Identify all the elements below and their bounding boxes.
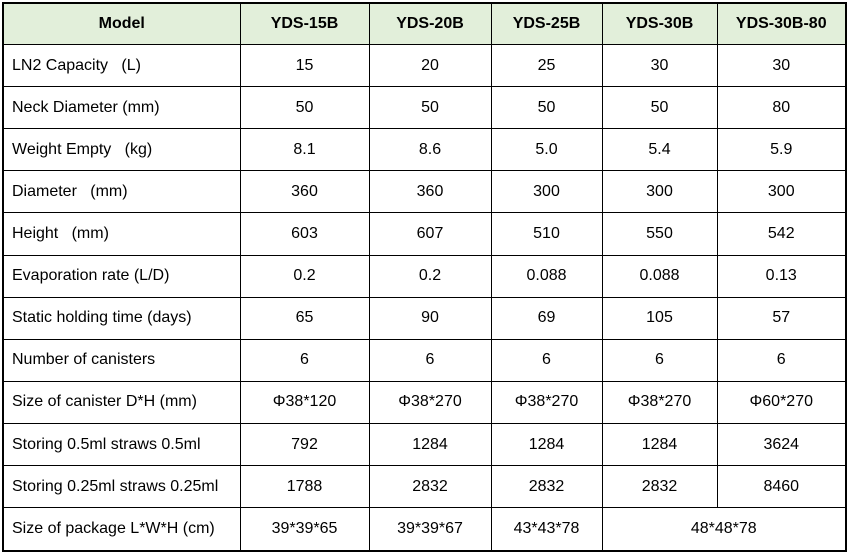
header-cell-model: Model [2, 2, 241, 45]
value-cell: 39*39*65 [239, 507, 370, 552]
value-cell: 0.2 [368, 254, 492, 298]
row-label: LN2 Capacity (L) [2, 43, 241, 88]
value-cell: 510 [490, 212, 603, 256]
table-row-size-of-package: Size of package L*W*H (cm) 39*39*65 39*3… [2, 507, 847, 552]
value-cell: 6 [601, 338, 718, 382]
value-cell: 1284 [368, 422, 492, 467]
value-cell: 300 [490, 170, 603, 214]
header-cell-yds-15b: YDS-15B [239, 2, 370, 45]
value-cell: 65 [239, 296, 370, 340]
value-cell: 43*43*78 [490, 507, 603, 552]
row-label: Storing 0.25ml straws 0.25ml [2, 465, 241, 509]
value-cell: 20 [368, 43, 492, 88]
row-label: Diameter (mm) [2, 170, 241, 214]
value-cell: Φ38*120 [239, 380, 370, 424]
value-cell: 3624 [716, 422, 847, 467]
value-cell: 0.2 [239, 254, 370, 298]
table-row-diameter: Diameter (mm) 360 360 300 300 300 [2, 170, 847, 214]
table-row-storing-025ml-straws: Storing 0.25ml straws 0.25ml 1788 2832 2… [2, 465, 847, 509]
value-cell: 5.4 [601, 128, 718, 172]
value-cell: 15 [239, 43, 370, 88]
value-cell-merged: 48*48*78 [601, 507, 847, 552]
row-label: Neck Diameter (mm) [2, 86, 241, 130]
value-cell: 603 [239, 212, 370, 256]
value-cell: 8460 [716, 465, 847, 509]
value-cell: 360 [239, 170, 370, 214]
value-cell: 300 [601, 170, 718, 214]
header-cell-yds-25b: YDS-25B [490, 2, 603, 45]
value-cell: 30 [716, 43, 847, 88]
value-cell: 1788 [239, 465, 370, 509]
value-cell: 50 [490, 86, 603, 130]
value-cell: 6 [490, 338, 603, 382]
value-cell: Φ38*270 [368, 380, 492, 424]
value-cell: 6 [239, 338, 370, 382]
table-header-row: Model YDS-15B YDS-20B YDS-25B YDS-30B YD… [2, 2, 847, 45]
row-label: Number of canisters [2, 338, 241, 382]
value-cell: 80 [716, 86, 847, 130]
value-cell: 25 [490, 43, 603, 88]
value-cell: 0.13 [716, 254, 847, 298]
table-row-neck-diameter: Neck Diameter (mm) 50 50 50 50 80 [2, 86, 847, 130]
header-cell-yds-30b-80: YDS-30B-80 [716, 2, 847, 45]
value-cell: 30 [601, 43, 718, 88]
value-cell: 6 [716, 338, 847, 382]
value-cell: Φ60*270 [716, 380, 847, 424]
value-cell: 360 [368, 170, 492, 214]
value-cell: 5.9 [716, 128, 847, 172]
value-cell: 50 [601, 86, 718, 130]
value-cell: 8.1 [239, 128, 370, 172]
row-label: Evaporation rate (L/D) [2, 254, 241, 298]
row-label: Height (mm) [2, 212, 241, 256]
value-cell: 0.088 [601, 254, 718, 298]
value-cell: 1284 [601, 422, 718, 467]
table-row-weight-empty: Weight Empty (kg) 8.1 8.6 5.0 5.4 5.9 [2, 128, 847, 172]
table-row-static-holding-time: Static holding time (days) 65 90 69 105 … [2, 296, 847, 340]
row-label: Size of package L*W*H (cm) [2, 507, 241, 552]
value-cell: 69 [490, 296, 603, 340]
value-cell: 105 [601, 296, 718, 340]
value-cell: 1284 [490, 422, 603, 467]
value-cell: 5.0 [490, 128, 603, 172]
value-cell: Φ38*270 [490, 380, 603, 424]
value-cell: 607 [368, 212, 492, 256]
table-row-evaporation-rate: Evaporation rate (L/D) 0.2 0.2 0.088 0.0… [2, 254, 847, 298]
value-cell: 90 [368, 296, 492, 340]
row-label: Size of canister D*H (mm) [2, 380, 241, 424]
value-cell: 300 [716, 170, 847, 214]
value-cell: 39*39*67 [368, 507, 492, 552]
value-cell: 6 [368, 338, 492, 382]
value-cell: 550 [601, 212, 718, 256]
value-cell: 50 [239, 86, 370, 130]
value-cell: 50 [368, 86, 492, 130]
table-row-size-of-canister: Size of canister D*H (mm) Φ38*120 Φ38*27… [2, 380, 847, 424]
value-cell: 57 [716, 296, 847, 340]
value-cell: 542 [716, 212, 847, 256]
value-cell: 8.6 [368, 128, 492, 172]
value-cell: 0.088 [490, 254, 603, 298]
value-cell: 792 [239, 422, 370, 467]
value-cell: 2832 [368, 465, 492, 509]
table-row-ln2-capacity: LN2 Capacity (L) 15 20 25 30 30 [2, 43, 847, 88]
table-row-storing-05ml-straws: Storing 0.5ml straws 0.5ml 792 1284 1284… [2, 422, 847, 467]
value-cell: Φ38*270 [601, 380, 718, 424]
row-label: Storing 0.5ml straws 0.5ml [2, 422, 241, 467]
value-cell: 2832 [601, 465, 718, 509]
row-label: Static holding time (days) [2, 296, 241, 340]
header-cell-yds-30b: YDS-30B [601, 2, 718, 45]
value-cell: 2832 [490, 465, 603, 509]
row-label: Weight Empty (kg) [2, 128, 241, 172]
header-cell-yds-20b: YDS-20B [368, 2, 492, 45]
table-row-height: Height (mm) 603 607 510 550 542 [2, 212, 847, 256]
table-row-number-of-canisters: Number of canisters 6 6 6 6 6 [2, 338, 847, 382]
